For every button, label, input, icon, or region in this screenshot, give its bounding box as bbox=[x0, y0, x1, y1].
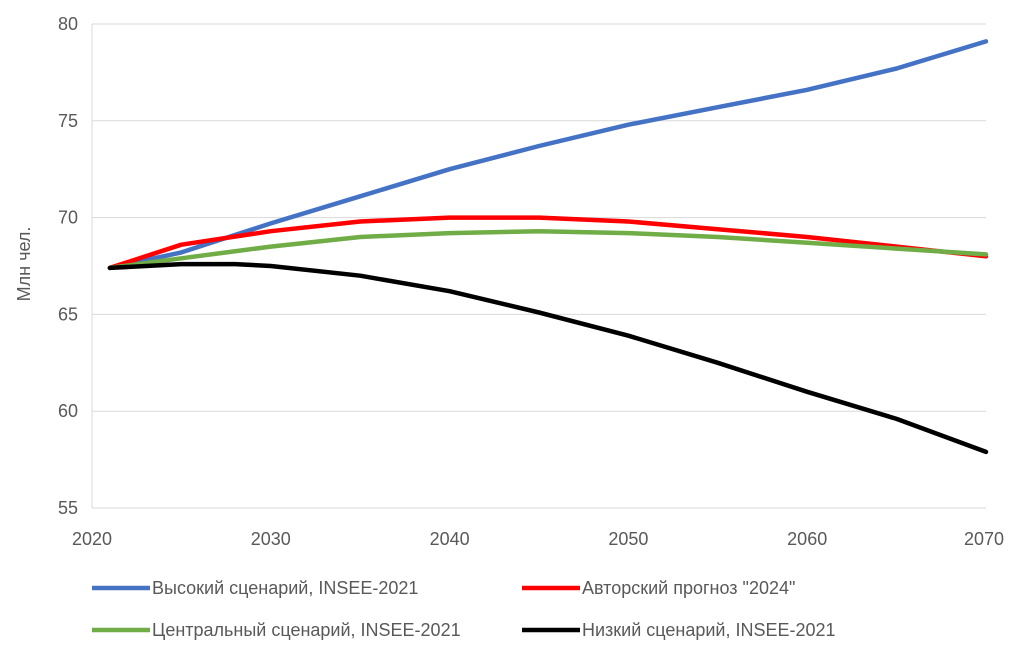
legend-label-1: Высокий сценарий, INSEE-2021 bbox=[152, 578, 418, 598]
x-tick-label-2050: 2050 bbox=[608, 529, 648, 549]
legend-label-3: Центральный сценарий, INSEE-2021 bbox=[152, 620, 461, 640]
legend: Высокий сценарий, INSEE-2021 Авторский пр… bbox=[92, 578, 836, 640]
legend-label-4: Низкий сценарий, INSEE-2021 bbox=[582, 620, 836, 640]
y-tick-label-75: 75 bbox=[58, 111, 78, 131]
y-tick-label-70: 70 bbox=[58, 208, 78, 228]
series-line-2 bbox=[107, 215, 989, 271]
y-axis-label: Млн чел. bbox=[14, 227, 34, 302]
y-tick-label-65: 65 bbox=[58, 304, 78, 324]
axes: 55 60 65 70 75 80 2020 2030 2040 2050 2060 2070 bbox=[58, 14, 1004, 549]
series-line-3 bbox=[107, 228, 989, 271]
y-tick-label-60: 60 bbox=[58, 401, 78, 421]
legend-item-2: Авторский прогноз "2024" bbox=[522, 578, 795, 598]
y-tick-label-80: 80 bbox=[58, 14, 78, 34]
legend-item-3: Центральный сценарий, INSEE-2021 bbox=[92, 620, 461, 640]
legend-item-1: Высокий сценарий, INSEE-2021 bbox=[92, 578, 418, 598]
series-lines bbox=[107, 39, 989, 455]
x-tick-label-2060: 2060 bbox=[787, 529, 827, 549]
x-tick-label-2070: 2070 bbox=[964, 529, 1004, 549]
legend-label-2: Авторский прогноз "2024" bbox=[582, 578, 795, 598]
series-line-4 bbox=[107, 261, 989, 455]
x-tick-label-2040: 2040 bbox=[430, 529, 470, 549]
series-line-1 bbox=[107, 39, 989, 271]
y-tick-label-55: 55 bbox=[58, 498, 78, 518]
legend-item-4: Низкий сценарий, INSEE-2021 bbox=[522, 620, 836, 640]
x-tick-label-2030: 2030 bbox=[251, 529, 291, 549]
x-tick-label-2020: 2020 bbox=[72, 529, 112, 549]
